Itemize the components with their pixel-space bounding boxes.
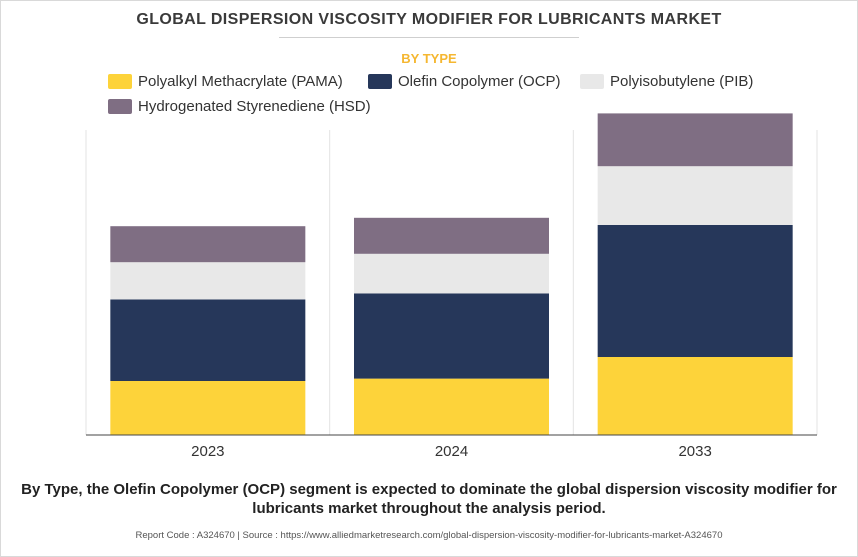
- x-tick-label: 2024: [435, 443, 468, 460]
- legend-item-ocp: Olefin Copolymer (OCP): [368, 71, 561, 91]
- bar-segment-2023-2: [110, 262, 306, 300]
- x-tick-label: 2023: [191, 443, 224, 460]
- chart-title: GLOBAL DISPERSION VISCOSITY MODIFIER FOR…: [136, 11, 722, 28]
- legend-item-pama: Polyalkyl Methacrylate (PAMA): [108, 71, 343, 91]
- bar-segment-2024-3: [354, 217, 549, 254]
- bar-segment-2024-1: [354, 293, 549, 379]
- chart-summary: By Type, the Olefin Copolymer (OCP) segm…: [21, 481, 837, 517]
- legend-label-ocp: Olefin Copolymer (OCP): [398, 72, 561, 90]
- legend-label-pama: Polyalkyl Methacrylate (PAMA): [138, 72, 343, 90]
- legend-item-hsd: Hydrogenated Styrenediene (HSD): [108, 96, 371, 116]
- bar-segment-2024-2: [354, 253, 549, 294]
- bar-segment-2023-3: [110, 226, 306, 263]
- bar-segment-2023-1: [110, 299, 306, 381]
- bar-segment-2023-0: [110, 381, 306, 435]
- source-note: Report Code : A324670 | Source : https:/…: [135, 530, 723, 541]
- legend-swatch-ocp: [368, 73, 392, 89]
- legend-swatch-pib: [580, 73, 604, 89]
- bar-segment-2033-1: [597, 225, 793, 357]
- legend-swatch-hsd: [108, 98, 132, 114]
- bar-segment-2033-0: [597, 357, 793, 435]
- bar-segment-2033-3: [597, 113, 793, 167]
- bar-segment-2024-0: [354, 378, 549, 435]
- legend-item-pib: Polyisobutylene (PIB): [580, 71, 753, 91]
- x-tick-label: 2033: [678, 443, 711, 460]
- chart-subtitle: BY TYPE: [401, 51, 457, 66]
- legend-label-hsd: Hydrogenated Styrenediene (HSD): [138, 97, 371, 115]
- legend-swatch-pama: [108, 73, 132, 89]
- legend-label-pib: Polyisobutylene (PIB): [610, 72, 754, 90]
- bar-segment-2033-2: [597, 166, 793, 225]
- stacked-bar-chart: 2023 2024 2033: [85, 113, 818, 460]
- title-divider: [279, 37, 579, 38]
